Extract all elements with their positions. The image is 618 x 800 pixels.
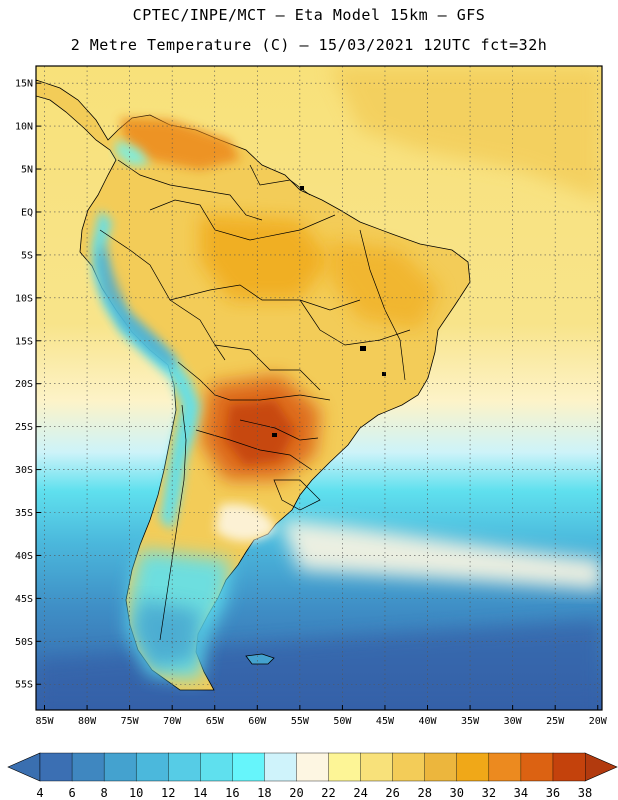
lon-tick-label: 75W — [121, 716, 140, 727]
colorbar-label: 28 — [417, 786, 431, 800]
colorbar-swatch — [552, 752, 586, 782]
lat-tick-label: EQ — [21, 207, 33, 218]
lat-tick-label: 55S — [15, 680, 33, 691]
andes-coldest — [96, 240, 176, 370]
lat-tick-label: 35S — [15, 508, 33, 519]
colorbar-label: 4 — [36, 786, 43, 800]
colorbar-swatch — [488, 752, 522, 782]
colorbar-swatch — [456, 752, 490, 782]
colorbar-label: 12 — [161, 786, 175, 800]
andes-cold-strip — [92, 210, 200, 530]
axis-ticks: 15N 10N 5N EQ 5S 10S 15S 20S 25S 30S 35S 40S 45S 50S 5… — [15, 79, 608, 727]
lon-tick-label: 50W — [333, 716, 352, 727]
colorbar-swatch — [392, 752, 426, 782]
colorbar-label: 24 — [353, 786, 367, 800]
colorbar-label: 18 — [257, 786, 271, 800]
colorbar-label: 6 — [68, 786, 75, 800]
colorbar-label: 8 — [101, 786, 108, 800]
lon-tick-label: 35W — [461, 716, 480, 727]
colorbar-swatch — [360, 752, 394, 782]
venezuela-warm — [120, 118, 240, 170]
lon-tick-label: 80W — [78, 716, 97, 727]
colorbar-swatch — [39, 752, 73, 782]
chart-subtitle: 2 Metre Temperature (C) – 15/03/2021 12U… — [70, 36, 548, 54]
lon-tick-label: 65W — [206, 716, 225, 727]
amazon-warm — [200, 215, 330, 300]
lat-tick-label: 45S — [15, 594, 33, 605]
lat-tick-label: 50S — [15, 637, 33, 648]
patagonia-colder — [132, 600, 200, 668]
colorbar-swatch — [200, 752, 233, 782]
graticule — [36, 66, 602, 710]
lat-tick-label: 5N — [21, 165, 33, 176]
colorbar-label: 14 — [193, 786, 207, 800]
lat-tick-label: 30S — [15, 465, 33, 476]
colorbar-swatch — [328, 752, 362, 782]
lat-tick-label: 5S — [21, 250, 33, 261]
lon-tick-label: 40W — [418, 716, 437, 727]
colorbar-swatch — [103, 752, 137, 782]
chaco-hottest — [225, 400, 295, 465]
colorbar-label: 34 — [514, 786, 528, 800]
colorbar-label: 32 — [482, 786, 496, 800]
colorbar-below-arrow — [7, 752, 41, 782]
colorbar-swatch — [232, 752, 265, 782]
lat-tick-label: 15S — [15, 336, 33, 347]
colorbar-label: 36 — [546, 786, 560, 800]
colorbar-label: 20 — [289, 786, 303, 800]
lat-tick-label: 25S — [15, 422, 33, 433]
colorbar-above-arrow — [584, 752, 618, 782]
colorbar-label: 16 — [225, 786, 239, 800]
lakes — [272, 186, 386, 437]
ne-brazil-warm — [330, 240, 440, 330]
colorbar-swatch — [424, 752, 458, 782]
lon-tick-label: 20W — [589, 716, 608, 727]
lat-tick-label: 10S — [15, 293, 33, 304]
lon-tick-label: 85W — [35, 716, 54, 727]
colorbar-swatch — [520, 752, 554, 782]
country-borders — [99, 159, 411, 641]
lat-tick-label: 10N — [15, 122, 33, 133]
lon-tick-label: 70W — [163, 716, 182, 727]
warm-atlantic-band — [330, 66, 602, 200]
chart-title: CPTEC/INPE/MCT – Eta Model 15km – GFS — [132, 6, 486, 24]
pale-shelf-band — [280, 520, 602, 590]
lon-tick-label: 60W — [248, 716, 267, 727]
map-area — [36, 66, 602, 710]
map-frame — [35, 65, 603, 711]
falkland-islands — [245, 653, 275, 665]
lat-tick-label: 20S — [15, 379, 33, 390]
lon-tick-label: 45W — [376, 716, 395, 727]
colorbar: 4 6 8 10 12 14 16 18 20 22 24 26 28 30 32 34 36 38 — [7, 752, 618, 800]
colombia-andes-cold — [115, 140, 150, 165]
colorbar-swatch — [135, 752, 169, 782]
colorbar-label: 30 — [450, 786, 464, 800]
colorbar-label: 22 — [321, 786, 335, 800]
colorbar-swatch — [168, 752, 201, 782]
colorbar-swatch — [264, 752, 297, 782]
colorbar-swatch — [296, 752, 330, 782]
lat-tick-label: 15N — [15, 79, 33, 90]
lat-tick-label: 40S — [15, 551, 33, 562]
lon-tick-label: 55W — [291, 716, 310, 727]
lon-tick-label: 30W — [504, 716, 523, 727]
pampas-cool-spot — [215, 503, 276, 542]
colorbar-swatch — [71, 752, 105, 782]
colorbar-label: 26 — [385, 786, 399, 800]
colorbar-label: 38 — [578, 786, 592, 800]
lon-tick-label: 25W — [546, 716, 565, 727]
colorbar-label: 10 — [129, 786, 143, 800]
